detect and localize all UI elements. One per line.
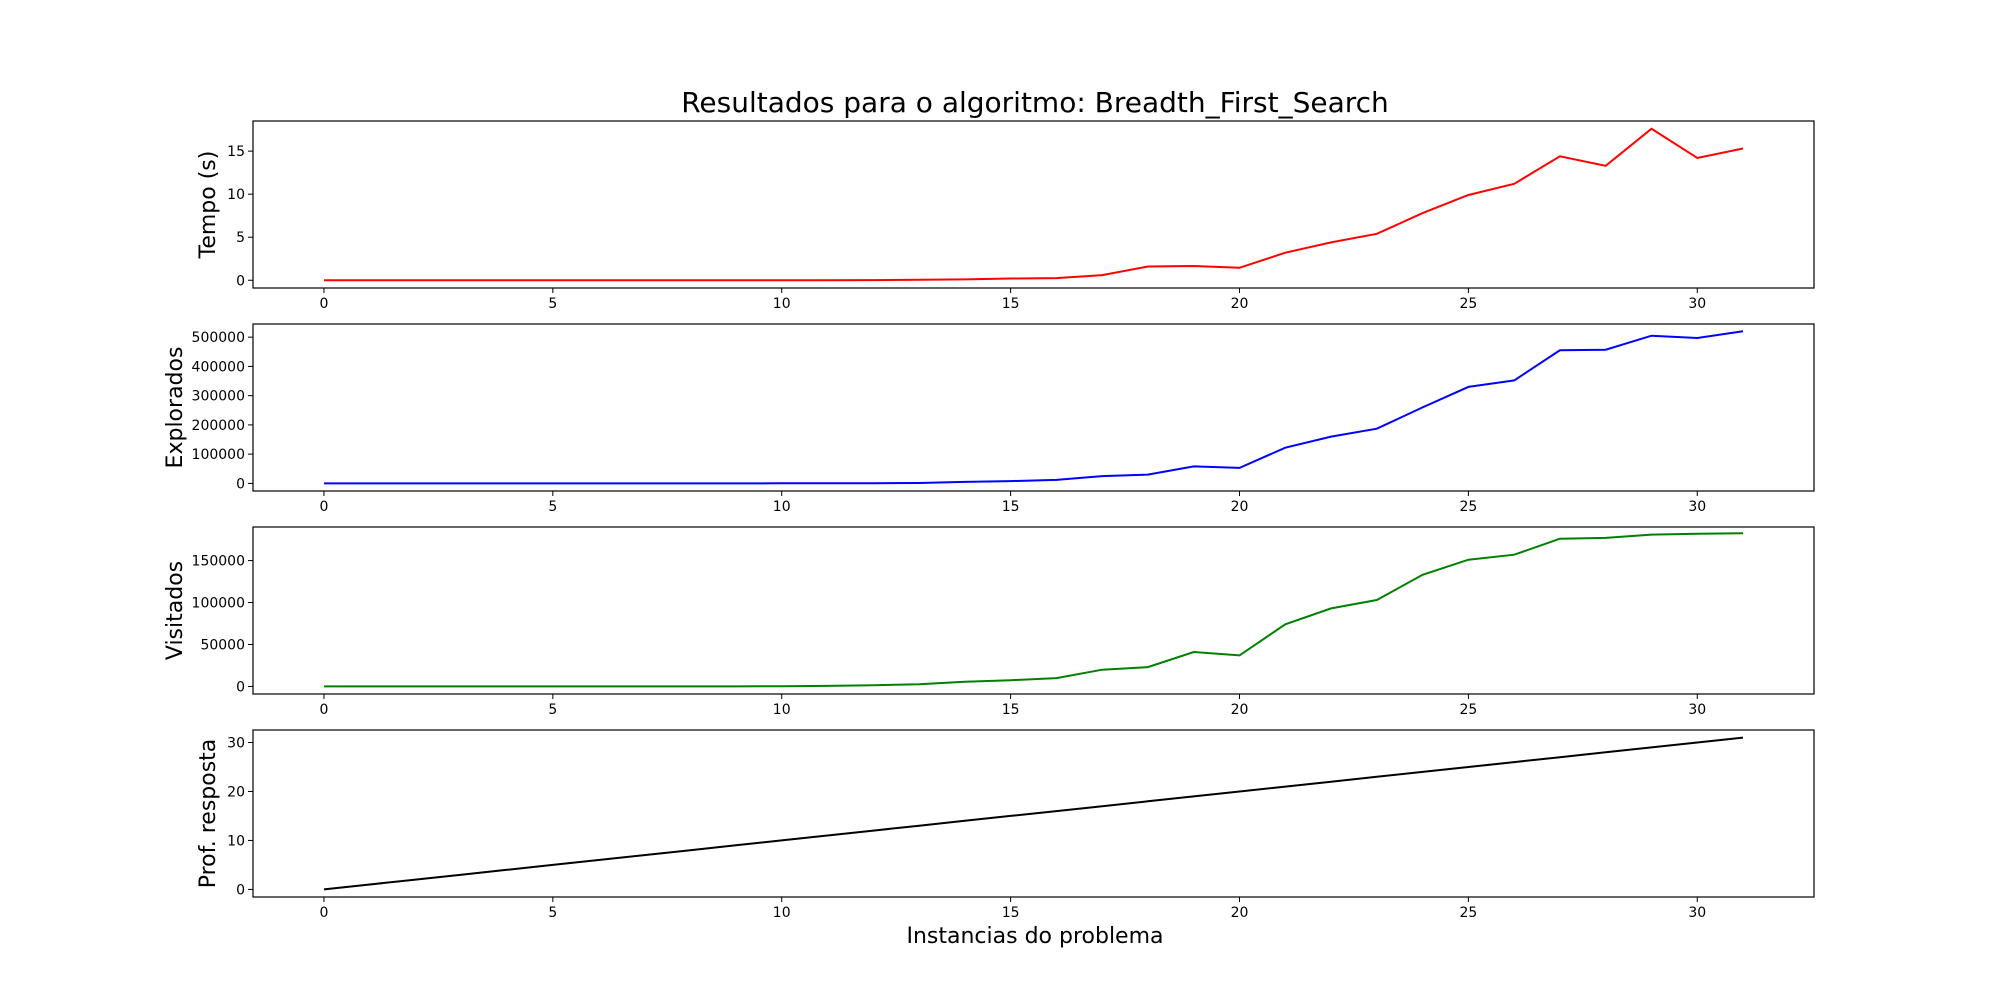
y-tick-label: 0	[236, 273, 245, 289]
series-line	[324, 330, 1744, 485]
x-tick-label: 30	[1688, 702, 1706, 718]
y-tick-label: 50000	[200, 637, 245, 653]
x-tick-label: 5	[548, 702, 557, 718]
y-tick-label: 0	[236, 679, 245, 695]
y-tick-label: 300000	[192, 389, 245, 405]
subplot-1: 0 5 10 15 20 25 30 0 5 10 15 Tempo (s)	[196, 120, 1815, 312]
x-tick-label: 25	[1459, 905, 1477, 921]
y-tick-label: 15	[227, 144, 245, 160]
y-tick-label: 400000	[192, 359, 245, 375]
subplot-4: 0 5 10 15 20 25 30 0 10 20 30 Prof. resposta	[196, 729, 1815, 921]
x-tick-label: 20	[1231, 296, 1249, 312]
x-tick-label: 15	[1002, 499, 1020, 515]
x-tick-label: 10	[773, 499, 791, 515]
x-tick-label: 25	[1459, 296, 1477, 312]
y-tick-label: 5	[236, 230, 245, 246]
x-tick-label: 15	[1002, 905, 1020, 921]
series-line	[324, 127, 1744, 282]
x-tick-label: 10	[773, 905, 791, 921]
series-line	[323, 736, 1744, 891]
x-tick-label: 30	[1688, 296, 1706, 312]
x-axis-label: Instancias do problema	[906, 924, 1163, 949]
x-tick-label: 20	[1231, 905, 1249, 921]
series-line	[324, 532, 1744, 688]
x-tick-label: 25	[1459, 702, 1477, 718]
plot-frame	[252, 526, 1815, 695]
x-tick-label: 10	[773, 296, 791, 312]
y-tick-label: 10	[227, 187, 245, 203]
y-axis-label: Tempo (s)	[196, 151, 221, 260]
x-tick-label: 20	[1231, 702, 1249, 718]
x-tick-label: 0	[319, 905, 328, 921]
plot-frame	[252, 729, 1815, 898]
y-tick-label: 150000	[192, 554, 245, 570]
y-axis-label: Prof. resposta	[196, 739, 221, 889]
y-tick-label: 100000	[192, 447, 245, 463]
x-tick-label: 0	[319, 296, 328, 312]
y-axis-label: Visitados	[163, 561, 188, 660]
y-tick-label: 0	[236, 476, 245, 492]
x-tick-label: 0	[319, 499, 328, 515]
x-tick-label: 15	[1002, 296, 1020, 312]
y-tick-label: 0	[236, 882, 245, 898]
y-tick-label: 30	[227, 735, 245, 751]
x-tick-label: 5	[548, 296, 557, 312]
x-tick-label: 5	[548, 905, 557, 921]
x-tick-label: 5	[548, 499, 557, 515]
chart-title: Resultados para o algoritmo: Breadth_Fir…	[681, 86, 1389, 119]
plot-frame	[252, 120, 1815, 289]
x-tick-label: 25	[1459, 499, 1477, 515]
x-tick-label: 30	[1688, 905, 1706, 921]
y-tick-label: 200000	[192, 418, 245, 434]
subplot-2: 0 5 10 15 20 25 30 0 100000 200000 300000 400000 500…	[163, 323, 1815, 515]
x-tick-label: 10	[773, 702, 791, 718]
y-tick-label: 100000	[192, 596, 245, 612]
y-axis-label: Explorados	[163, 347, 188, 469]
x-tick-label: 15	[1002, 702, 1020, 718]
x-tick-label: 30	[1688, 499, 1706, 515]
y-tick-label: 10	[227, 833, 245, 849]
plot-frame	[252, 323, 1815, 492]
x-tick-label: 0	[319, 702, 328, 718]
y-tick-label: 500000	[192, 330, 245, 346]
x-tick-label: 20	[1231, 499, 1249, 515]
y-tick-label: 20	[227, 784, 245, 800]
